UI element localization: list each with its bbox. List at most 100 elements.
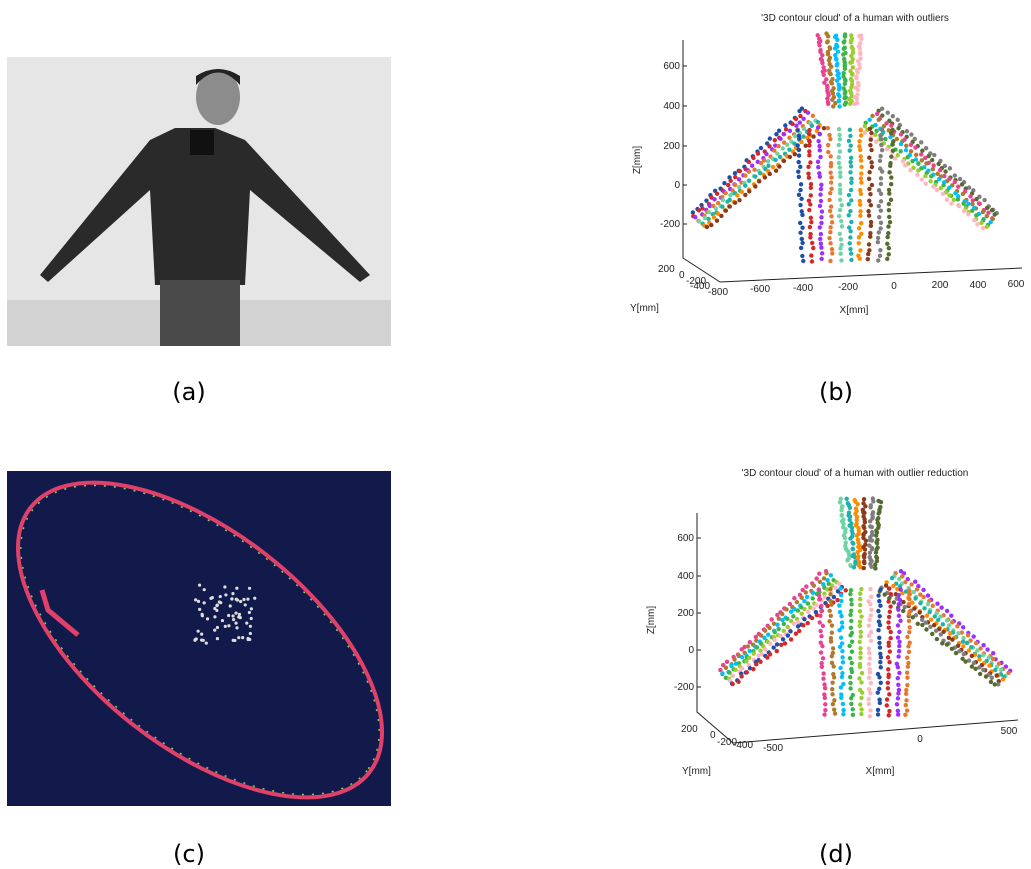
point — [876, 236, 880, 240]
point — [733, 175, 737, 179]
point — [857, 139, 861, 143]
point — [869, 148, 873, 152]
point — [733, 183, 737, 187]
point — [838, 137, 842, 141]
point — [818, 614, 822, 618]
point — [999, 668, 1003, 672]
point — [876, 712, 880, 716]
point — [237, 636, 240, 639]
point — [820, 644, 824, 648]
point — [863, 520, 867, 524]
point — [197, 630, 200, 633]
point — [218, 600, 221, 603]
point — [886, 224, 890, 228]
point — [843, 82, 847, 86]
point — [907, 602, 911, 606]
point — [840, 620, 844, 624]
point — [889, 182, 893, 186]
point — [888, 604, 892, 608]
point — [838, 183, 842, 187]
point — [849, 181, 853, 185]
point — [819, 215, 823, 219]
point — [839, 252, 843, 256]
point — [823, 702, 827, 706]
point — [829, 64, 833, 68]
point — [864, 538, 868, 542]
point — [849, 696, 853, 700]
point — [806, 165, 810, 169]
point — [954, 651, 958, 655]
point — [786, 633, 790, 637]
point — [859, 158, 863, 162]
point — [838, 149, 842, 153]
point — [831, 664, 835, 668]
point — [880, 148, 884, 152]
point — [886, 675, 890, 679]
point — [818, 174, 822, 178]
point — [879, 681, 883, 685]
point — [819, 232, 823, 236]
point — [769, 617, 773, 621]
point — [213, 615, 216, 618]
point — [806, 172, 810, 176]
point — [877, 675, 881, 679]
point — [856, 556, 860, 560]
point — [807, 153, 811, 157]
point — [897, 644, 901, 648]
page: {"panels": [ {"caption": "(a)"}, {"capti… — [0, 0, 1031, 869]
point — [991, 657, 995, 661]
point — [829, 175, 833, 179]
point — [879, 182, 883, 186]
point — [844, 497, 848, 501]
point — [1001, 677, 1005, 681]
point — [750, 163, 754, 167]
point — [928, 179, 932, 183]
point — [879, 137, 883, 141]
point — [869, 681, 873, 685]
point — [213, 629, 216, 632]
point — [909, 132, 913, 136]
point — [737, 185, 741, 189]
point — [810, 616, 814, 620]
point — [733, 171, 737, 175]
caption: (b) — [819, 378, 853, 406]
point — [939, 632, 943, 636]
point — [849, 144, 853, 148]
point — [777, 129, 781, 133]
point — [842, 47, 846, 51]
point — [870, 525, 874, 529]
point — [795, 128, 799, 132]
point — [867, 646, 871, 650]
point — [859, 180, 863, 184]
point — [885, 697, 889, 701]
point — [793, 134, 797, 138]
point — [849, 626, 853, 630]
point — [867, 624, 871, 628]
point — [898, 619, 902, 623]
point — [821, 671, 825, 675]
point — [230, 597, 233, 600]
point — [728, 179, 732, 183]
point — [981, 226, 985, 230]
point — [823, 696, 827, 700]
point — [891, 584, 895, 588]
point — [907, 650, 911, 654]
z-tick-label: 400 — [663, 101, 680, 112]
point — [810, 596, 814, 600]
point — [219, 595, 222, 598]
point — [805, 595, 809, 599]
point — [858, 665, 862, 669]
point — [896, 654, 900, 658]
point — [740, 190, 744, 194]
point — [958, 177, 962, 181]
point — [972, 218, 976, 222]
point — [820, 665, 824, 669]
point — [911, 615, 915, 619]
point — [905, 683, 909, 687]
point — [239, 600, 242, 603]
point — [203, 601, 206, 604]
point — [920, 618, 924, 622]
point — [869, 594, 873, 598]
point — [869, 613, 873, 617]
point — [838, 208, 842, 212]
